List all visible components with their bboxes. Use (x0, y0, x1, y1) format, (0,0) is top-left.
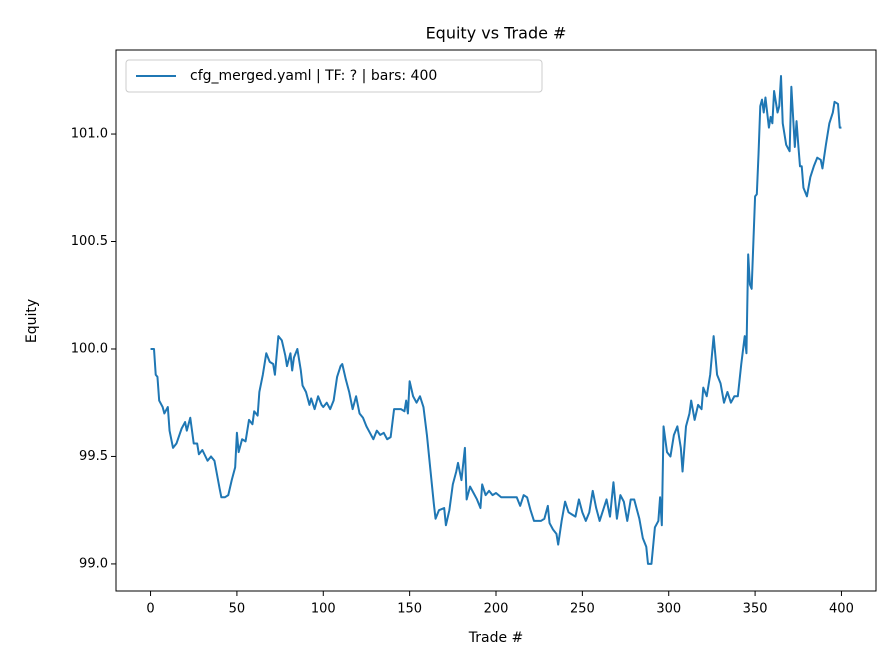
y-tick-label: 99.5 (79, 449, 108, 464)
x-tick-label: 50 (229, 602, 246, 617)
x-tick-label: 400 (829, 602, 854, 617)
x-tick-label: 0 (146, 602, 154, 617)
y-tick-label: 100.0 (71, 341, 108, 356)
x-tick-label: 250 (570, 602, 595, 617)
y-tick-label: 101.0 (71, 127, 108, 142)
plot-frame (115, 49, 877, 592)
y-axis-label: Equity (24, 299, 40, 343)
y-tick-label: 100.5 (71, 234, 108, 249)
line-series (150, 75, 842, 565)
x-tick-label: 200 (484, 602, 509, 617)
legend-label: cfg_merged.yaml | TF: ? | bars: 400 (190, 68, 437, 84)
x-axis-label: Trade # (468, 630, 524, 646)
x-tick-label: 100 (311, 602, 336, 617)
x-tick-label: 350 (743, 602, 768, 617)
x-tick-label: 300 (656, 602, 681, 617)
y-tick-label: 99.0 (79, 556, 108, 571)
legend-box (125, 59, 543, 93)
chart-title: Equity vs Trade # (426, 24, 567, 43)
x-tick-label: 150 (397, 602, 422, 617)
